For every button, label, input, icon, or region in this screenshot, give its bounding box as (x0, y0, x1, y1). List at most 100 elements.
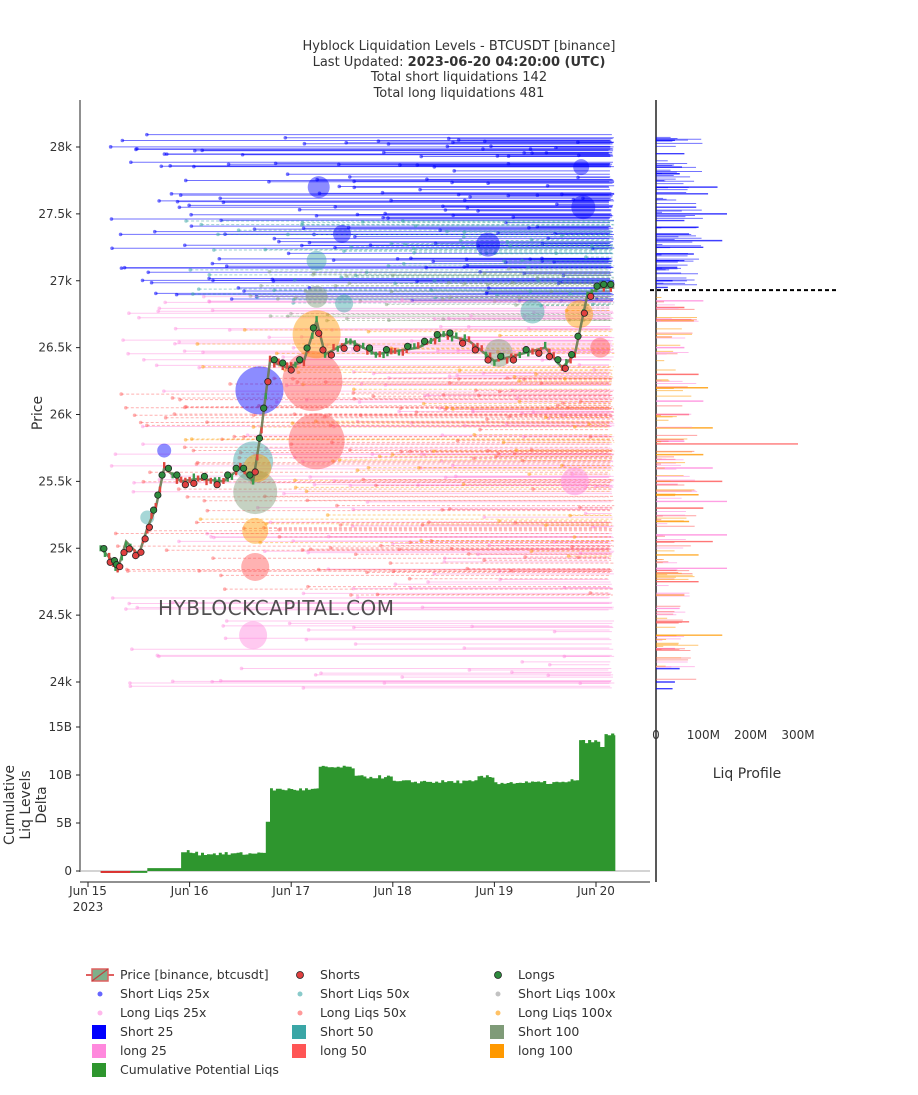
legend-item[interactable]: Longs (494, 967, 555, 982)
long-liq-25x-level-dot (292, 455, 297, 460)
legend-item[interactable]: Short Liqs 50x (297, 986, 410, 1001)
legend-item[interactable]: Long Liqs 25x (97, 1005, 207, 1020)
short-liq-25x-level-dot (528, 147, 533, 151)
legend-item[interactable]: Cumulative Potential Liqs (92, 1062, 279, 1077)
legend-item[interactable]: Long Liqs 100x (495, 1005, 613, 1020)
long-liq-50x-level-dot (113, 531, 118, 536)
price-candle (188, 476, 191, 483)
long-liq-25x-level-dot (498, 577, 502, 582)
legend-item[interactable]: Price [binance, btcusdt] (86, 967, 269, 982)
long-liq-25x-level-dot (255, 505, 260, 510)
long-liq-50x-level-dot (546, 406, 551, 411)
short-liq-50x-level-dot (462, 230, 467, 234)
short-liq-25x-level-dot (152, 229, 157, 234)
long-liq-100x-level-dot (366, 329, 371, 334)
short-liq-25x-level-dot (352, 185, 357, 190)
long-liq-50x-level-dot (328, 546, 333, 550)
liquidation-bubble (590, 337, 611, 358)
legend-item[interactable]: Short Liqs 100x (495, 986, 616, 1001)
cumulative-area-layer (100, 733, 616, 873)
legend-item[interactable]: Short 100 (490, 1024, 579, 1039)
long-liq-25x-level-dot (263, 549, 267, 554)
long-liq-25x-level-dot (532, 310, 536, 315)
x-tick-label: Jun 16 (170, 884, 209, 898)
short-liq-100x-level-dot (486, 282, 490, 287)
long-liq-25x-level-dot (439, 459, 444, 463)
long-liq-50x-level-dot (185, 495, 190, 499)
legend-item[interactable]: Shorts (296, 967, 361, 982)
long-liq-25x-level-dot (157, 654, 161, 659)
short-liq-25x-level-dot (297, 207, 302, 212)
long-liq-25x-level-dot (408, 586, 413, 590)
long-liq-50x-level-dot (351, 391, 356, 395)
price-candle (209, 477, 212, 484)
long-liq-25x-level-dot (308, 475, 312, 479)
long-liq-50x-level-dot (467, 552, 471, 556)
liquidation-bubble (306, 250, 327, 271)
long-liq-25x-level-dot (110, 596, 115, 600)
long-liq-25x-level-dot (466, 325, 471, 329)
legend-item[interactable]: Long Liqs 50x (297, 1005, 407, 1020)
short-liq-25x-level-dot (301, 226, 306, 231)
price-candle (107, 552, 111, 559)
long-liq-50x-level-dot (306, 584, 310, 589)
last-updated-value: 2023-06-20 04:20:00 (UTC) (408, 55, 606, 70)
short-liq-25x-level-dot (240, 152, 245, 157)
long-liq-25x-level-dot (304, 637, 309, 642)
shorts-marker (319, 346, 327, 354)
long-liq-100x-level-dot (451, 407, 455, 411)
longs-marker (255, 434, 264, 442)
shorts-marker (251, 468, 259, 476)
short-liq-50x-level-dot (502, 259, 506, 263)
x-tick-label: Jun 18 (373, 884, 412, 898)
legend-item[interactable]: long 25 (92, 1043, 167, 1058)
long-liq-25x-level-dot (224, 619, 229, 623)
short-liq-25x-level-dot (333, 204, 338, 209)
long-liq-50x-level-dot (555, 403, 560, 407)
long-liq-25x-level-dot (306, 550, 310, 555)
long-liq-50x-level-dot (398, 406, 403, 411)
short-liq-25x-level-dot (382, 150, 386, 155)
legend-label: Long Liqs 25x (120, 1005, 206, 1020)
price-candle (349, 338, 352, 345)
long-liq-25x-level-dot (197, 365, 201, 370)
long-liq-25x-level-dot (210, 308, 215, 313)
legend-label: Short 100 (518, 1024, 579, 1039)
long-liq-50x-level-dot (474, 388, 478, 393)
long-liq-50x-level-dot (327, 413, 331, 417)
short-liq-50x-level-dot (401, 261, 406, 266)
legend-item[interactable]: Short Liqs 25x (97, 986, 210, 1001)
price-candle (264, 393, 267, 400)
shorts-marker (145, 523, 153, 531)
legend-label: Short 25 (120, 1024, 173, 1039)
y-tick-label: 26k (50, 408, 72, 422)
long-liq-25x-level-dot (470, 624, 474, 629)
legend[interactable]: Price [binance, btcusdt] Shorts Longs Short… (86, 967, 616, 1077)
price-candle (518, 352, 521, 359)
long-liq-100x-level-dot (390, 452, 395, 457)
legend-item[interactable]: Short 25 (92, 1024, 173, 1039)
long-liq-100x-level-dot (444, 405, 449, 410)
price-candle (336, 345, 339, 352)
shorts-marker (587, 292, 595, 301)
shorts-marker (264, 378, 272, 386)
short-liq-25x-level-dot (484, 291, 489, 296)
price-candle (222, 477, 225, 484)
legend-item[interactable]: Short 50 (292, 1024, 373, 1039)
legend-square (292, 1044, 306, 1058)
long-liq-25x-level-dot (227, 328, 232, 332)
long-liq-25x-level-dot (209, 534, 213, 539)
short-liq-50x-level-dot (199, 222, 204, 227)
short-liq-25x-level-dot (129, 160, 133, 165)
longs-marker (568, 351, 576, 359)
legend-item[interactable]: long 100 (490, 1043, 573, 1058)
long-liq-50x-level-dot (397, 547, 402, 552)
short-liq-25x-level-dot (576, 153, 581, 158)
legend-item[interactable]: long 50 (292, 1043, 367, 1058)
long-liq-50x-level-dot (238, 450, 243, 455)
long-liq-25x-level-dot (546, 673, 551, 678)
price-candle (150, 512, 153, 519)
long-liq-50x-level-dot (232, 434, 237, 439)
